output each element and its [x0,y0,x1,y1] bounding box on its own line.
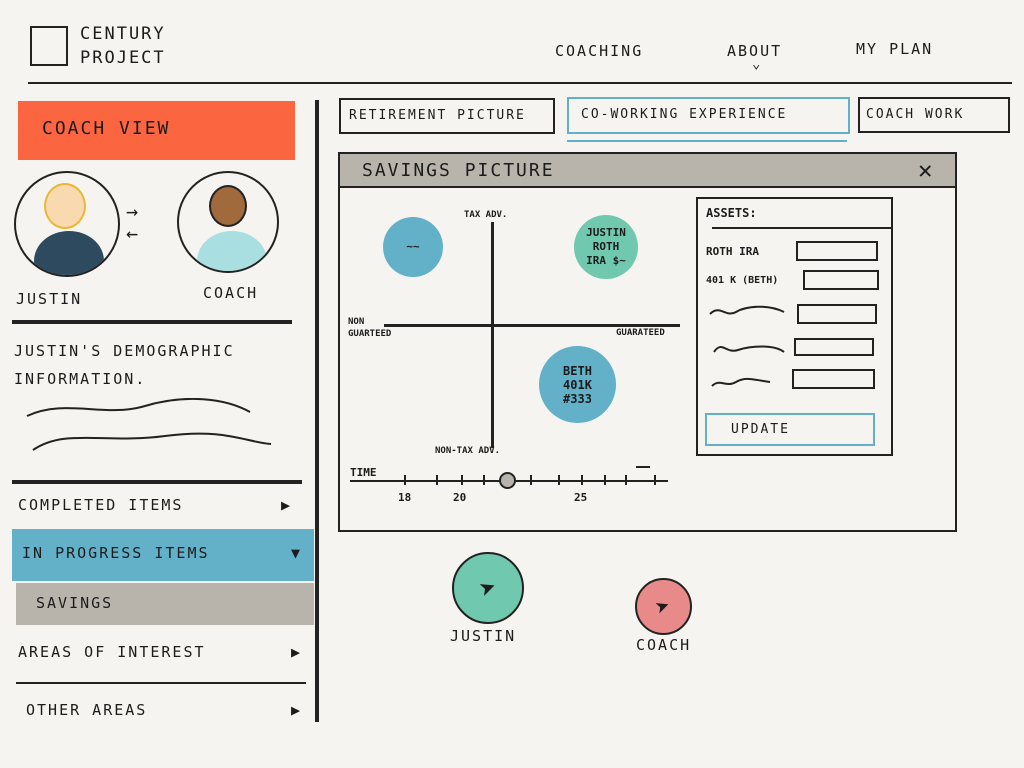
nav-coaching[interactable]: Coaching [555,42,644,60]
placeholder-scribble [709,305,785,387]
cursor-justin: ➤ [452,552,524,624]
savings-panel [338,152,957,532]
axis-label-top: Tax Adv. [464,210,508,220]
asset-label-roth-ira: Roth IRA [706,245,759,258]
tick [604,475,606,485]
divider [12,480,302,484]
tick [530,475,532,485]
vertical-axis [491,222,494,448]
timeline-label: Time [350,466,377,479]
cursor-label-coach: Coach [636,636,692,654]
placeholder-scribble [26,398,272,451]
asset-bubble-justin-roth-ira[interactable]: Justin Roth IRA $~ [574,215,638,279]
logo-text: Century Project [80,24,166,68]
avatar-coach[interactable] [177,171,279,273]
chevron-down-icon: ▼ [290,544,302,562]
tab-co-working-experience[interactable]: Co-Working Experience [567,97,850,134]
asset-input[interactable] [794,338,874,356]
cursor-arrow-icon: ➤ [651,590,676,623]
assets-title: Assets: [706,206,757,220]
asset-input-roth-ira[interactable] [796,241,878,261]
assets-title-underline [712,227,892,229]
cursor-arrow-icon: ➤ [474,569,502,607]
sidebar-item-label: Completed Items [18,496,184,514]
sidebar-divider [315,100,319,722]
cursor-coach: ➤ [635,578,692,635]
avatar-label-justin: Justin [16,290,83,308]
axis-label-bottom: Non-Tax Adv. [435,446,501,456]
tick [581,475,583,485]
tick [436,475,438,485]
tick [558,475,560,485]
coach-view-banner[interactable]: Coach View [18,101,295,160]
active-tab-underline [567,140,847,142]
play-arrow-icon: ▶ [290,701,302,719]
sidebar-item-in-progress[interactable]: In Progress Items ▼ [12,529,314,581]
play-arrow-icon: ▶ [290,643,302,661]
tick [404,475,406,485]
sidebar-item-label: Other Areas [26,701,148,719]
asset-bubble[interactable]: ~~ [383,217,443,277]
asset-bubble-beth-401k[interactable]: Beth 401K #333 [539,346,616,423]
axis-label-right: Guarateed [616,328,665,338]
swap-arrows-icon: → ← [126,199,139,245]
sidebar-item-other-areas[interactable]: Other Areas ▶ [26,701,306,719]
update-button[interactable]: Update [705,413,875,446]
sidebar-item-completed[interactable]: Completed Items ▶ [18,496,298,514]
asset-input-401k-beth[interactable] [803,270,879,290]
close-icon[interactable]: ✕ [918,156,933,184]
tick-label: 18 [398,491,412,504]
chevron-down-icon: ⌄ [752,56,761,72]
timeline-end-mark [636,466,650,468]
sidebar-item-label: In Progress Items [22,544,210,562]
tick-label: 25 [574,491,588,504]
cursor-label-justin: Justin [450,627,517,645]
tick-label: 20 [453,491,467,504]
panel-title: Savings Picture [362,160,555,181]
assets-form [696,197,893,456]
horizontal-axis [384,324,680,327]
asset-input[interactable] [792,369,875,389]
panel-title-bar: Savings Picture [340,154,955,188]
avatar-justin[interactable] [14,171,120,277]
divider [12,320,292,324]
asset-label-401k-beth: 401 K (Beth) [706,275,779,286]
avatar-label-coach: Coach [203,284,259,302]
tick [483,475,485,485]
tick [654,475,656,485]
timeline-slider-knob[interactable] [499,472,516,489]
play-arrow-icon: ▶ [280,496,292,514]
tick [461,475,463,485]
sidebar-item-areas-of-interest[interactable]: Areas of Interest ▶ [18,643,306,661]
asset-input[interactable] [797,304,877,324]
tick [625,475,627,485]
nav-my-plan[interactable]: My Plan [856,40,934,58]
nav-about[interactable]: About [727,42,783,60]
sidebar-subitem-savings[interactable]: Savings [16,583,314,625]
axis-label-left: Non Guarteed [348,317,392,339]
header-divider [28,82,1012,84]
logo-box [30,26,68,66]
demographic-title: Justin's Demographic Information. [14,342,235,388]
sidebar-item-label: Areas of Interest [18,643,206,661]
tab-coach-work[interactable]: Coach Work [858,97,1010,133]
tab-retirement-picture[interactable]: Retirement Picture [339,98,555,134]
divider [16,682,306,684]
